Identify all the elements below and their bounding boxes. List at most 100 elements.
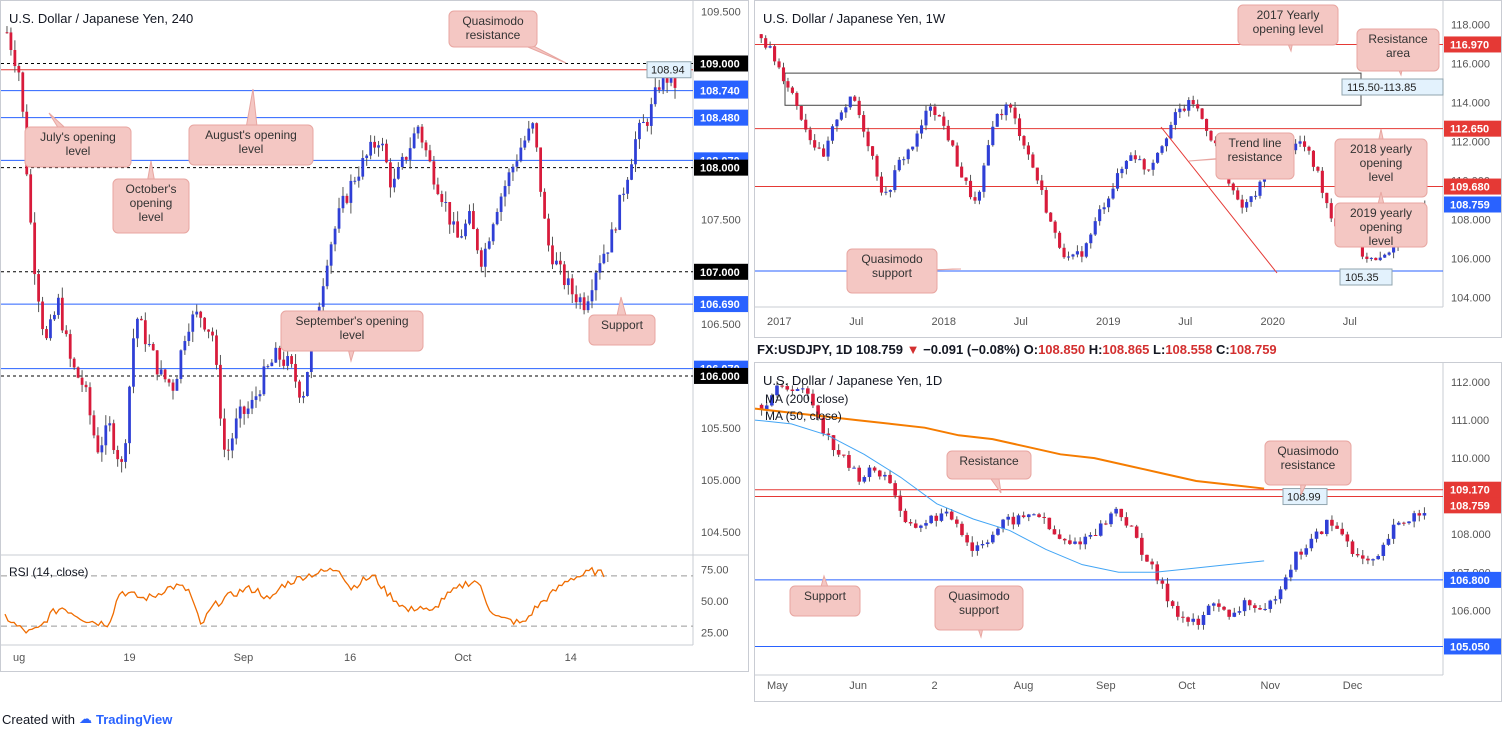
candle-body (1304, 548, 1309, 555)
candle-body (1160, 580, 1165, 584)
chart-4h[interactable]: 109.500109.000108.500108.000107.500107.0… (1, 1, 749, 672)
candle-body (1073, 541, 1077, 544)
candle-body (1133, 155, 1137, 160)
candle-body (759, 404, 764, 410)
candle-body (866, 131, 870, 147)
callout-box (588, 314, 656, 346)
price-tag (1444, 481, 1501, 498)
candle-body (1325, 519, 1329, 535)
ticker-high-label: H: (1088, 342, 1103, 357)
callout-text-line: Quasimodo (861, 252, 923, 266)
candle-body (167, 379, 171, 383)
candle-body (1213, 140, 1218, 144)
y-tick-label: 108.000 (1451, 529, 1491, 541)
candle-body (1124, 160, 1128, 169)
candle-body (590, 290, 594, 302)
callout-text: 2019 yearly opening level (1350, 206, 1412, 248)
candle-body (369, 141, 373, 156)
x-tick-label: ug (13, 652, 25, 664)
x-tick-label: Oct (1178, 680, 1195, 692)
candle-body (238, 406, 242, 419)
chart-daily[interactable]: 112.000111.000110.000109.000108.000107.0… (755, 363, 1502, 702)
chart-panel-4h[interactable]: 109.500109.000108.500108.000107.500107.0… (0, 0, 749, 672)
candle-body (574, 294, 578, 303)
candle-body (1142, 159, 1146, 170)
candle-body (559, 260, 562, 265)
callout-text: Support (601, 318, 644, 332)
chart-panel-daily[interactable]: 112.000111.000110.000109.000108.000107.0… (754, 362, 1502, 702)
candle-body (187, 331, 191, 342)
candle-body (826, 140, 830, 157)
candle-body (448, 202, 452, 225)
candle-body (857, 467, 861, 482)
tradingview-link[interactable]: TradingView (95, 711, 173, 727)
candle-body (594, 272, 598, 291)
ma50-line (755, 419, 1265, 573)
candle-body (1294, 143, 1298, 151)
candle-body (321, 286, 325, 307)
candle-body (294, 363, 297, 382)
candle-body (562, 264, 566, 286)
candle-body (968, 180, 973, 198)
callout-text: August's opening level (205, 128, 297, 156)
candle-body (614, 229, 618, 231)
price-tag-label: 108.480 (700, 113, 740, 125)
chart-weekly[interactable]: 118.000116.000114.000112.000110.000108.0… (755, 1, 1502, 338)
callout-text-line: area (1386, 46, 1410, 60)
candle-body (452, 221, 456, 225)
candle-body (1129, 525, 1134, 527)
candle-body (1391, 524, 1396, 539)
candle-body (219, 364, 222, 419)
candle-body (638, 122, 641, 140)
candle-body (306, 372, 309, 396)
price-tag (1444, 36, 1501, 53)
candle-body (487, 241, 491, 249)
y-tick-label: 105.000 (701, 475, 741, 487)
x-tick-label: 2017 (767, 316, 791, 328)
candle-body (456, 221, 459, 238)
candle-body (806, 388, 810, 394)
callout-text: Quasimodo support (948, 589, 1010, 617)
candle-body (479, 250, 483, 267)
rsi-tick-label: 75.00 (701, 565, 729, 577)
y-tick-label: 112.000 (1451, 136, 1490, 148)
candle-body (1084, 243, 1088, 257)
chart-panel-weekly[interactable]: 118.000116.000114.000112.000110.000108.0… (754, 0, 1502, 338)
candle-body (400, 156, 404, 168)
candle-body (33, 222, 37, 275)
price-tag-label: 108.000 (700, 163, 740, 175)
callout-text-line: support (959, 603, 1000, 617)
candle-body (1053, 221, 1057, 233)
candle-body (888, 474, 892, 484)
price-tag (1444, 178, 1501, 195)
candle-body (1066, 256, 1071, 258)
candle-body (934, 515, 939, 521)
callout-text-line: September's opening (295, 314, 408, 328)
candle-body (1289, 569, 1293, 578)
candle-body (924, 523, 928, 526)
boxed-price-tag (1341, 78, 1444, 96)
candle-body (1080, 251, 1084, 257)
candle-body (919, 525, 923, 528)
callout-box (1356, 28, 1440, 72)
candle-body (151, 344, 155, 351)
rsi-label: RSI (14, close) (9, 565, 88, 579)
candle-body (1009, 104, 1013, 108)
candle-body (780, 385, 784, 387)
candle-body (903, 510, 908, 523)
candle-body (1107, 198, 1111, 208)
candle-body (939, 513, 944, 521)
candle-body (1068, 540, 1072, 544)
candle-body (337, 208, 341, 229)
candle-body (365, 155, 369, 159)
candle-body (1381, 544, 1386, 556)
y-tick-label: 104.500 (701, 527, 741, 539)
candle-body (1371, 559, 1375, 561)
candle-body (424, 142, 428, 151)
candle-body (483, 248, 487, 267)
ticker-high: 108.865 (1102, 342, 1150, 357)
candle-body (282, 359, 286, 366)
candle-body (234, 418, 238, 439)
candle-body (535, 123, 539, 148)
candle-body (527, 128, 531, 141)
